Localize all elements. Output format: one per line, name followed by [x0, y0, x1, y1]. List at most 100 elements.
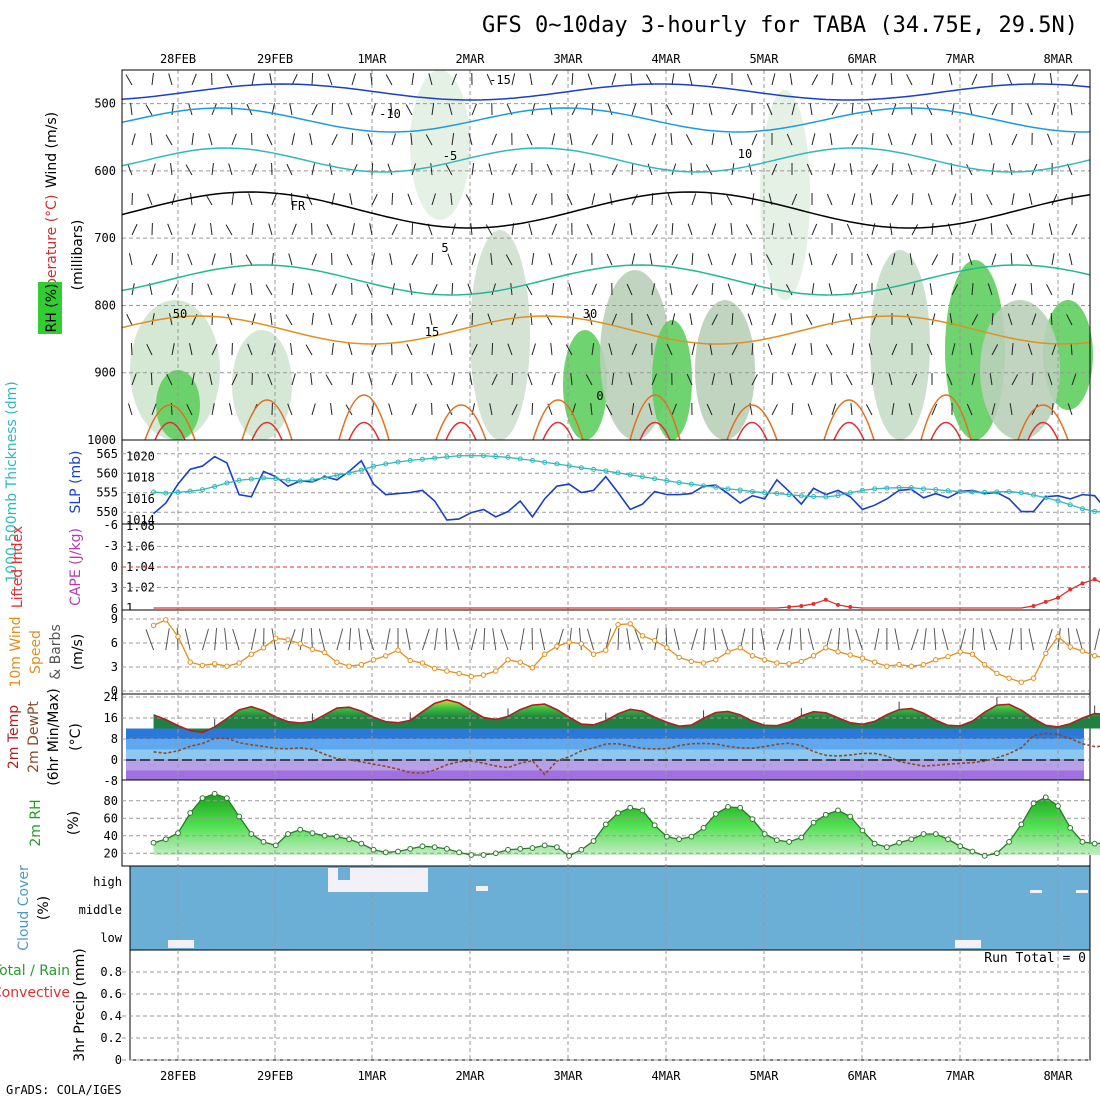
thickness-point [346, 470, 352, 476]
dewpt-series [153, 732, 1100, 776]
wind-barb [787, 373, 793, 386]
rh-point [1091, 840, 1098, 847]
wind-barb [429, 313, 433, 326]
rh-point [945, 836, 951, 843]
thickness-point [1067, 502, 1073, 508]
wind-barb [1011, 374, 1019, 386]
cloud-patch [1076, 890, 1088, 893]
pressure-axis: 500 600 700 800 900 1000 [87, 97, 116, 447]
wind-tick: 3 [111, 660, 118, 674]
wind-barb [385, 628, 391, 651]
bottom-date-label: 1MAR [358, 1069, 388, 1083]
wind-barb [670, 133, 673, 146]
wind-barb [311, 253, 317, 266]
bottom-date-label: 8MAR [1044, 1069, 1074, 1083]
wind-barb [411, 313, 415, 326]
wind-barb [991, 344, 999, 356]
wind-barb [347, 103, 353, 116]
wind-barb [150, 372, 153, 386]
wind-barb [906, 313, 913, 326]
run-total: Run Total = 0 [984, 951, 1086, 966]
wind-barb [214, 628, 218, 651]
rh-point [615, 810, 621, 816]
wind-barb [565, 344, 573, 356]
rh-tick: 20 [104, 846, 118, 860]
pressure-tick: 800 [94, 298, 116, 312]
wind-barb [311, 72, 314, 86]
wind-barb [371, 103, 376, 116]
wind-point [431, 665, 438, 672]
wind-barb [130, 103, 133, 116]
wind-barb [690, 163, 693, 176]
wind10m-label: 10m Wind [8, 616, 24, 687]
wind-barb [328, 313, 333, 326]
top-date-label: 2MAR [456, 52, 486, 66]
wind-barb [151, 253, 158, 266]
wind-point [1043, 650, 1049, 657]
thickness-point [456, 453, 462, 459]
wind-barb [1011, 193, 1015, 206]
precip-tick: 0.6 [100, 987, 122, 1001]
wind-barb [271, 343, 276, 356]
wind-point [749, 653, 756, 659]
wind-barb [851, 103, 854, 116]
rh-point [370, 846, 377, 853]
wind-barb [585, 374, 593, 386]
thickness-point [505, 454, 511, 460]
wind-barb [1051, 193, 1058, 206]
wind-barb [485, 224, 493, 236]
wind-barb [894, 628, 900, 651]
wind-barb [208, 133, 213, 146]
wind-barb [931, 313, 936, 326]
wind-barb [310, 628, 313, 651]
wind-point [676, 654, 682, 661]
thickness-point [603, 468, 609, 474]
wind-point [1079, 648, 1086, 654]
rh2m-panel: 20 40 60 80 2m RH (%) [28, 779, 1100, 867]
rh-point [468, 852, 475, 858]
wind-barb [451, 313, 458, 326]
rh-point [1067, 824, 1074, 831]
rh-point [627, 804, 634, 811]
wind-barb [205, 194, 213, 206]
wind-barb [647, 163, 653, 176]
wind-barb [910, 102, 913, 116]
wind-barb [1031, 223, 1035, 236]
temperature-contour [121, 264, 1091, 296]
wind-barb [129, 253, 133, 266]
wind-barb [911, 283, 916, 296]
wind-barb [527, 373, 533, 386]
temp-band [126, 770, 1084, 781]
wind-barb [511, 163, 517, 176]
wind-barb [431, 343, 435, 356]
slp-tick: 1020 [126, 450, 155, 464]
bottom-date-label: 3MAR [554, 1069, 584, 1083]
wind-point [761, 657, 768, 663]
wind-barb [348, 628, 352, 651]
wind-barb [407, 193, 413, 206]
wind-barb [248, 193, 253, 206]
wind-barb [746, 73, 753, 86]
cape-point [1043, 599, 1048, 604]
wind-point [1055, 633, 1061, 640]
wind-barb [386, 313, 393, 326]
temp-tick: 0 [111, 753, 118, 767]
wind-point [798, 658, 805, 665]
wind-barb [431, 193, 436, 206]
wind-barb [791, 343, 797, 356]
wind-barb [931, 223, 934, 236]
thickness-point [444, 454, 450, 460]
wind-barb [1008, 163, 1013, 176]
wind-point [896, 661, 902, 668]
upper-air-panel: 500 600 700 800 900 1000 -15 -10 -5 5 10 15 FR 50 30 0… [38, 69, 1093, 447]
wind-barb [711, 282, 714, 296]
wind-barb [1030, 282, 1033, 296]
wind-barb [1011, 283, 1017, 296]
rh-point [382, 849, 389, 856]
wind-barb [231, 283, 236, 296]
rh-point [419, 843, 426, 850]
wind-barb [728, 133, 733, 146]
wind-point [163, 617, 169, 623]
wind-barb [891, 403, 895, 416]
